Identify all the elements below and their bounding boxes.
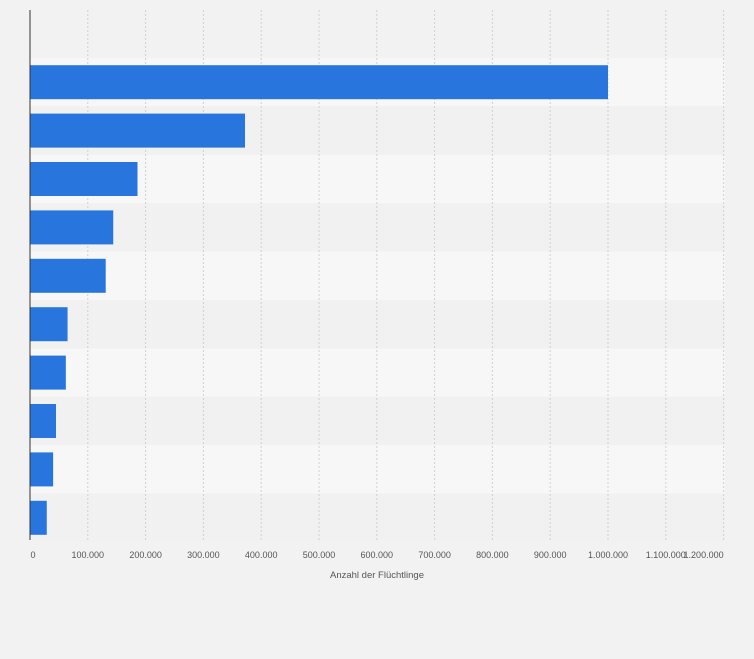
bar[interactable] [30, 452, 54, 487]
x-tick-label: 0 [30, 550, 35, 560]
x-axis-title: Anzahl der Flüchtlinge [330, 570, 424, 581]
bar[interactable] [30, 65, 608, 100]
x-tick-label: 800.000 [476, 550, 509, 560]
row-band [30, 493, 725, 542]
row-band [30, 348, 725, 397]
x-tick-label: 900.000 [534, 550, 567, 560]
row-band [30, 396, 725, 446]
x-tick-label: 400.000 [245, 550, 278, 560]
x-tick-label: 700.000 [418, 550, 451, 560]
x-tick-label: 1.100.000 [646, 550, 686, 560]
bar[interactable] [30, 113, 246, 148]
bars-group [30, 65, 608, 535]
row-band [30, 251, 725, 300]
bar[interactable] [30, 355, 66, 390]
bar[interactable] [30, 210, 114, 245]
bar[interactable] [30, 258, 106, 293]
x-tick-label: 600.000 [361, 550, 394, 560]
row-band [30, 203, 725, 252]
x-tick-label: 300.000 [187, 550, 220, 560]
x-tick-label: 1.200.000 [684, 550, 724, 560]
x-tick-label: 500.000 [303, 550, 336, 560]
bar[interactable] [30, 500, 47, 535]
row-band [30, 300, 725, 349]
bar[interactable] [30, 162, 138, 196]
bar[interactable] [30, 307, 68, 342]
bar[interactable] [30, 404, 57, 438]
x-axis-ticks: 0 100.000 200.000 300.000 400.000 500.000 600.… [30, 550, 723, 560]
x-tick-label: 200.000 [129, 550, 162, 560]
x-tick-label: 1.000.000 [588, 550, 628, 560]
x-tick-label: 100.000 [72, 550, 105, 560]
row-band [30, 445, 725, 494]
